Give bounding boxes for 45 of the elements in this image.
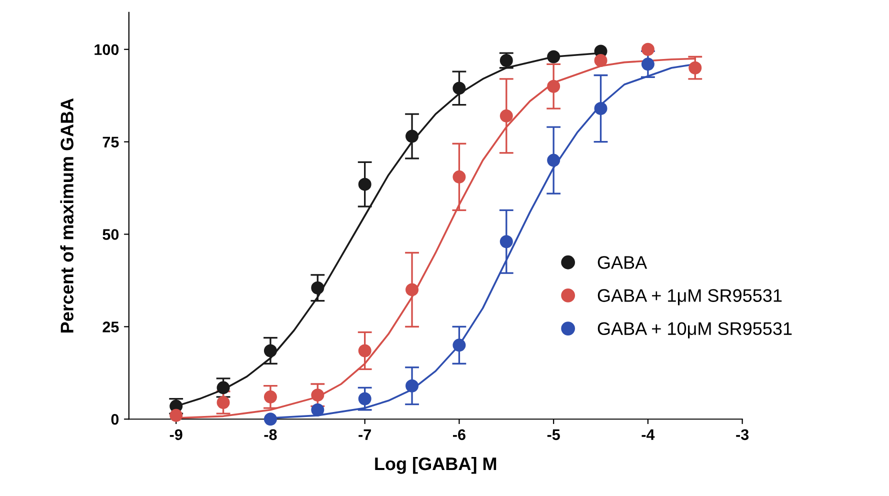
x-tick-label: -4	[642, 429, 655, 440]
point	[500, 235, 513, 248]
y-tick-label: 75	[102, 136, 119, 148]
point	[641, 42, 654, 56]
point	[170, 408, 183, 422]
y-tick-label: 100	[94, 44, 119, 56]
point	[406, 379, 419, 392]
y-axis-title: Percent of maximum GABA	[60, 98, 74, 332]
point	[452, 82, 466, 95]
legend-label: GABA	[598, 256, 648, 269]
y-tick-label: 25	[102, 322, 119, 332]
point	[264, 412, 277, 426]
point	[452, 338, 466, 352]
x-tick-label: -6	[453, 429, 466, 440]
legend-label: GABA + 1μM SR95531	[598, 289, 782, 306]
x-axis-title: Log [GABA] M	[375, 456, 496, 474]
legend-label: GABA + 10μM SR95531	[598, 322, 792, 338]
point	[500, 109, 513, 122]
x-tick-label: -5	[547, 429, 560, 440]
point	[547, 154, 560, 167]
x-tick-label: -3	[736, 429, 749, 440]
point	[311, 403, 324, 416]
point	[547, 50, 560, 64]
point	[547, 80, 560, 93]
point	[641, 58, 654, 71]
point	[216, 396, 230, 409]
point	[311, 281, 324, 294]
x-tick-label: -7	[358, 429, 371, 440]
point	[264, 344, 277, 358]
point	[688, 61, 702, 74]
point	[264, 390, 277, 404]
point	[452, 170, 466, 184]
point	[358, 392, 372, 406]
point	[216, 381, 230, 394]
x-tick-label: -8	[264, 429, 277, 440]
point	[406, 130, 419, 143]
x-tick-label: -9	[170, 429, 182, 440]
point	[406, 283, 419, 296]
y-tick-label: 0	[111, 414, 119, 425]
y-tick-label: 50	[102, 229, 119, 240]
point	[594, 54, 608, 67]
point	[594, 102, 608, 116]
point	[358, 344, 372, 358]
point	[311, 388, 324, 402]
point	[358, 178, 372, 191]
